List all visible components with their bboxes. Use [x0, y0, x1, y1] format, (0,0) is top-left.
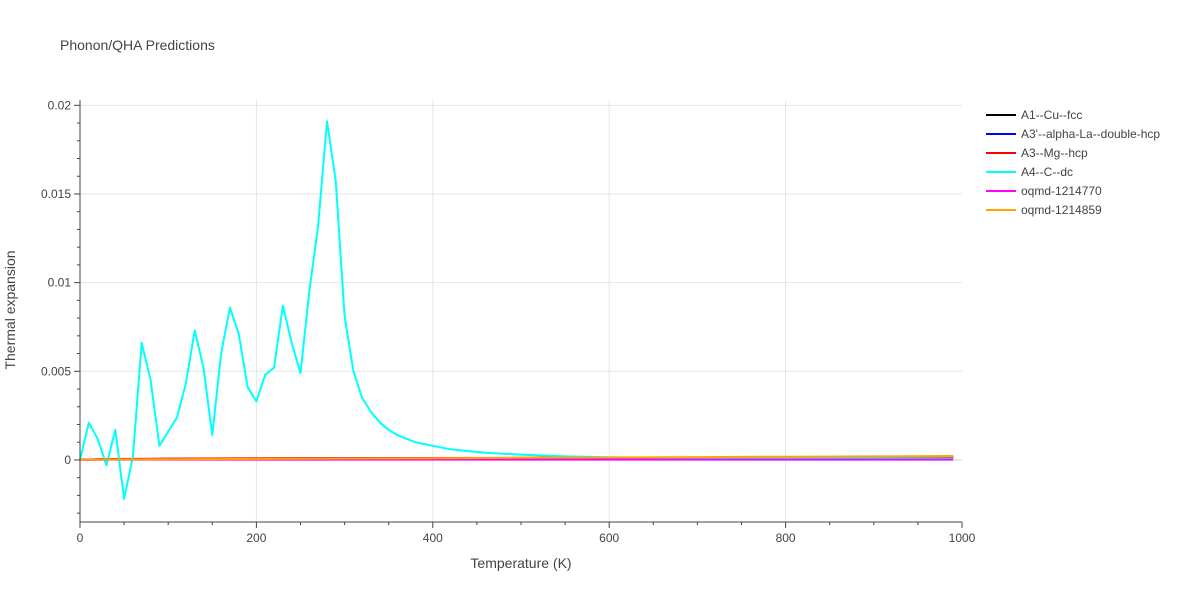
legend-item[interactable]: oqmd-1214770: [986, 184, 1102, 198]
legend-label: oqmd-1214859: [1021, 203, 1102, 217]
y-tick-label: 0.015: [41, 187, 71, 201]
legend-item[interactable]: A4--C--dc: [986, 165, 1073, 179]
y-tick-label: 0.02: [48, 98, 72, 112]
y-tick-label: 0.005: [41, 364, 71, 378]
legend-label: A3'--alpha-La--double-hcp: [1021, 127, 1160, 141]
y-tick-label: 0: [64, 453, 71, 467]
series-layer: [79, 120, 954, 500]
x-tick-label: 600: [599, 531, 619, 545]
axes: 0 200 400 600 800 1000 0 0.005 0.01 0.015 0.02: [41, 98, 976, 545]
x-tick-label: 1000: [949, 531, 976, 545]
legend-label: oqmd-1214770: [1021, 184, 1102, 198]
chart-title: Phonon/QHA Predictions: [60, 37, 215, 53]
legend-label: A1--Cu--fcc: [1021, 108, 1082, 122]
legend-item[interactable]: oqmd-1214859: [986, 203, 1102, 217]
x-axis-title: Temperature (K): [470, 555, 571, 571]
legend-item[interactable]: A3--Mg--hcp: [986, 146, 1088, 160]
legend-item[interactable]: A1--Cu--fcc: [986, 108, 1082, 122]
legend-label: A4--C--dc: [1021, 165, 1073, 179]
series-line-6[interactable]: [79, 455, 954, 461]
x-tick-label: 800: [776, 531, 796, 545]
y-tick-label: 0.01: [48, 276, 72, 290]
series-line-4[interactable]: [79, 120, 954, 500]
x-tick-label: 0: [77, 531, 84, 545]
x-tick-label: 200: [246, 531, 266, 545]
legend-label: A3--Mg--hcp: [1021, 146, 1088, 160]
legend-item[interactable]: A3'--alpha-La--double-hcp: [986, 127, 1160, 141]
y-axis-title: Thermal expansion: [2, 250, 18, 369]
legend[interactable]: A1--Cu--fcc A3'--alpha-La--double-hcp A3--…: [986, 108, 1160, 217]
x-tick-label: 400: [423, 531, 443, 545]
